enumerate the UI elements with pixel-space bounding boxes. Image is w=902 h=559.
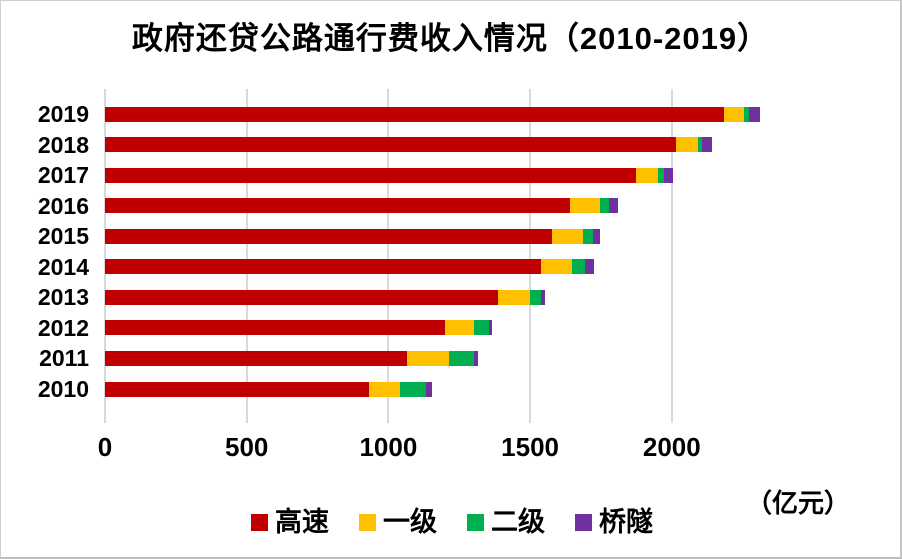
- x-axis-labels: 0 500 1000 1500 2000: [1, 431, 900, 463]
- bar-segment-2011-桥隧: [473, 350, 478, 366]
- bar-segment-2013-高速: [105, 289, 498, 305]
- x-axis-label-1500: 1500: [501, 432, 560, 462]
- bar-segment-2014-一级: [541, 259, 573, 275]
- y-axis-label-2016: 2016: [37, 192, 89, 219]
- bar-row-2016: [105, 198, 618, 214]
- bar-row-2013: [105, 289, 545, 305]
- chart-title: 政府还贷公路通行费收入情况（2010-2019）: [131, 21, 770, 56]
- legend-swatch-icon: [467, 513, 484, 531]
- legend-item-二级: 二级: [467, 504, 545, 540]
- plot-area: [104, 89, 891, 423]
- gridline-1500: [529, 89, 532, 423]
- bar-segment-2010-高速: [105, 381, 369, 397]
- bar-row-2018: [105, 137, 713, 153]
- legend-swatch-icon: [575, 513, 592, 531]
- x-axis-label-500: 500: [224, 432, 269, 462]
- y-axis-labels: 2019 2018 2017 2016 2015 2014 2013 2012 2011 2010: [1, 1, 97, 557]
- y-axis-label-2015: 2015: [37, 223, 89, 250]
- bar-segment-2011-二级: [448, 350, 474, 366]
- legend-label: 一级: [383, 507, 437, 537]
- bar-segment-2018-一级: [675, 137, 699, 153]
- legend-label: 高速: [275, 507, 329, 537]
- bar-segment-2016-桥隧: [609, 198, 618, 214]
- y-axis-label-2010: 2010: [37, 376, 89, 403]
- bar-segment-2014-二级: [572, 259, 586, 275]
- bar-segment-2018-桥隧: [702, 137, 713, 153]
- bar-segment-2019-桥隧: [748, 106, 760, 122]
- bar-segment-2017-一级: [636, 167, 659, 183]
- bar-segment-2019-高速: [105, 106, 724, 122]
- legend-item-桥隧: 桥隧: [575, 504, 653, 540]
- legend-swatch-icon: [359, 513, 376, 531]
- y-axis-label-2019: 2019: [37, 101, 89, 127]
- y-axis-label-2012: 2012: [37, 314, 89, 341]
- bar-segment-2011-高速: [105, 350, 408, 366]
- x-axis-label-2000: 2000: [642, 432, 701, 462]
- legend: 高速 一级 二级 桥隧: [1, 504, 900, 540]
- y-axis-label-2011: 2011: [39, 345, 89, 372]
- bar-segment-2013-桥隧: [541, 289, 545, 305]
- bar-segment-2010-一级: [368, 381, 400, 397]
- gridline-1000: [387, 89, 390, 423]
- bar-row-2015: [105, 228, 601, 244]
- legend-swatch-icon: [251, 513, 268, 531]
- bar-segment-2015-高速: [105, 228, 552, 244]
- y-axis-label-2014: 2014: [37, 253, 89, 280]
- gridline-500: [245, 89, 248, 423]
- bar-segment-2017-二级: [658, 167, 664, 183]
- bar-row-2012: [105, 320, 492, 336]
- bar-row-2011: [105, 350, 478, 366]
- bar-segment-2012-二级: [473, 320, 489, 336]
- bar-segment-2010-桥隧: [426, 381, 432, 397]
- bar-segment-2012-一级: [444, 320, 474, 336]
- legend-label: 桥隧: [599, 507, 653, 537]
- bar-segment-2016-一级: [570, 198, 600, 214]
- bar-segment-2019-二级: [744, 106, 749, 122]
- bar-segment-2016-二级: [599, 198, 610, 214]
- bar-segment-2015-一级: [551, 228, 583, 244]
- bar-row-2010: [105, 381, 432, 397]
- bar-segment-2013-二级: [529, 289, 542, 305]
- bar-row-2017: [105, 167, 673, 183]
- axis-unit-label: （亿元）: [745, 488, 850, 518]
- bar-row-2014: [105, 259, 595, 275]
- bar-segment-2017-高速: [105, 167, 637, 183]
- bar-segment-2012-桥隧: [488, 320, 492, 336]
- y-axis-label-2017: 2017: [37, 162, 89, 189]
- y-axis-label-2018: 2018: [37, 131, 89, 158]
- bar-segment-2013-一级: [497, 289, 530, 305]
- bar-segment-2012-高速: [105, 320, 445, 336]
- gridline-0: [104, 89, 106, 423]
- bar-segment-2014-桥隧: [585, 259, 595, 275]
- legend-label: 二级: [491, 507, 545, 537]
- bar-segment-2018-二级: [698, 137, 703, 153]
- bar-segment-2015-桥隧: [592, 228, 601, 244]
- gridline-2000: [670, 89, 673, 423]
- legend-item-一级: 一级: [359, 504, 437, 540]
- bar-segment-2014-高速: [105, 259, 542, 275]
- x-axis-label-0: 0: [97, 432, 113, 462]
- legend-item-高速: 高速: [251, 504, 329, 540]
- bar-segment-2018-高速: [105, 137, 676, 153]
- bar-segment-2017-桥隧: [663, 167, 673, 183]
- bar-segment-2010-二级: [399, 381, 427, 397]
- bar-row-2019: [105, 106, 760, 122]
- bar-segment-2015-二级: [582, 228, 593, 244]
- bar-segment-2019-一级: [723, 106, 745, 122]
- bar-segment-2011-一级: [407, 350, 449, 366]
- bar-segment-2016-高速: [105, 198, 571, 214]
- x-axis-label-1000: 1000: [359, 432, 418, 462]
- y-axis-label-2013: 2013: [37, 284, 89, 311]
